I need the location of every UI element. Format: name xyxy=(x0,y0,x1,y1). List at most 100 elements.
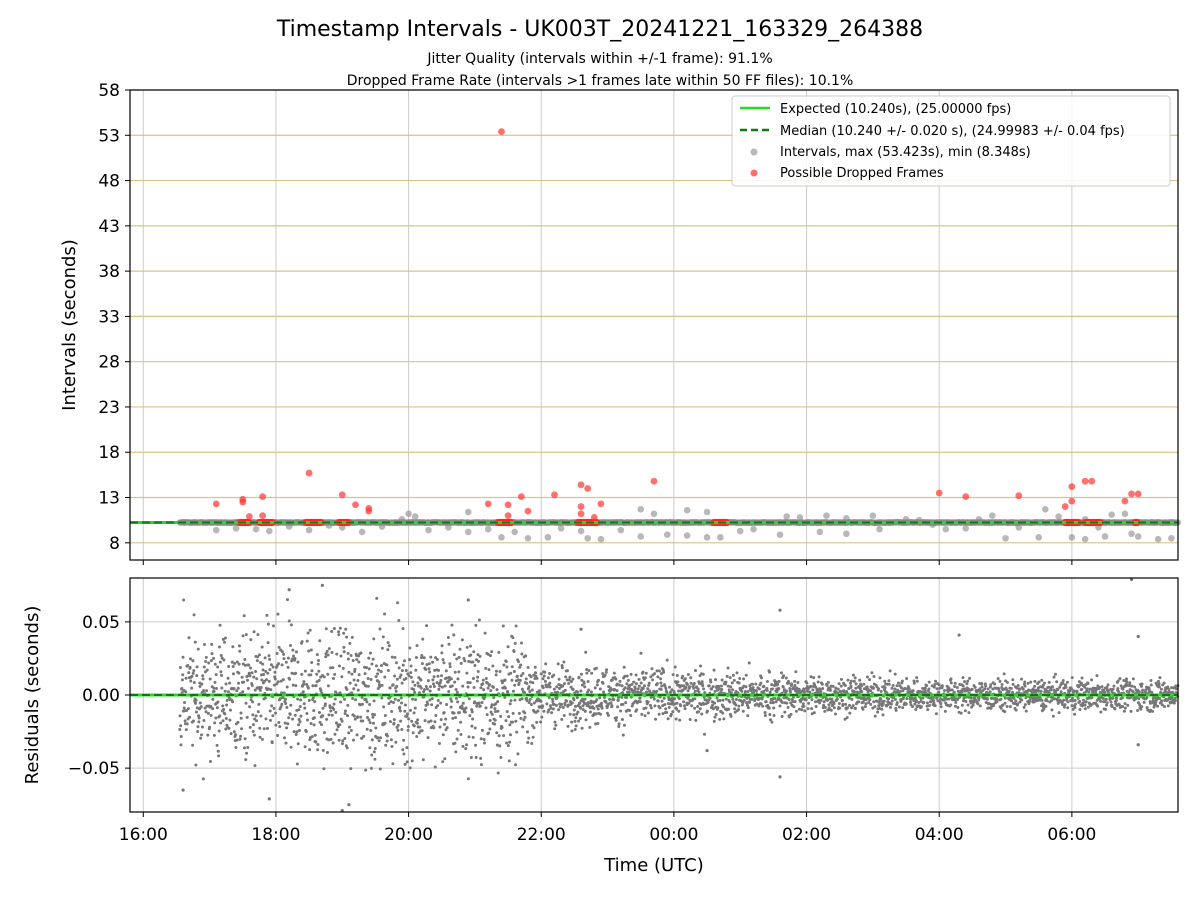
residual-point xyxy=(243,746,247,750)
residual-point xyxy=(715,684,719,688)
residual-point xyxy=(303,706,307,710)
residual-point xyxy=(263,656,267,660)
residual-point xyxy=(397,698,401,702)
residual-point xyxy=(289,623,293,627)
interval-point xyxy=(511,528,519,536)
residual-point xyxy=(409,664,413,668)
residual-point xyxy=(416,681,420,685)
residual-point xyxy=(740,689,744,693)
interval-point xyxy=(285,523,293,530)
intervals-y-tick-label: 8 xyxy=(109,534,120,554)
residual-point xyxy=(455,690,459,694)
residual-point xyxy=(192,669,196,673)
residual-point xyxy=(858,678,862,682)
residual-point xyxy=(1111,687,1115,691)
residual-point xyxy=(960,690,964,694)
residual-point xyxy=(479,756,483,760)
residual-point xyxy=(472,685,476,689)
residual-point xyxy=(444,669,448,673)
residual-point xyxy=(401,663,405,667)
residual-point xyxy=(665,658,669,662)
residual-point xyxy=(526,665,530,669)
residual-point xyxy=(675,701,679,705)
residual-point xyxy=(345,714,349,718)
residual-point xyxy=(660,684,664,688)
residual-point xyxy=(1131,690,1135,694)
residual-point xyxy=(260,645,264,649)
residual-point xyxy=(962,696,966,700)
residual-point xyxy=(1083,685,1087,689)
residual-point xyxy=(217,729,221,733)
dropped-frame-point xyxy=(577,481,585,489)
residual-point xyxy=(393,674,397,678)
residual-point xyxy=(414,668,418,672)
residual-point xyxy=(556,662,560,666)
residual-point xyxy=(379,670,383,674)
residual-point xyxy=(832,706,836,710)
residual-point xyxy=(496,709,500,713)
intervals-y-tick-label: 18 xyxy=(98,443,120,463)
residual-point xyxy=(620,695,624,699)
residual-point xyxy=(949,681,953,685)
residual-point xyxy=(514,763,518,767)
residual-point xyxy=(866,690,870,694)
residual-point xyxy=(549,706,553,710)
residual-point xyxy=(560,702,564,706)
residual-point xyxy=(551,700,555,704)
residual-point xyxy=(369,728,373,732)
residual-point xyxy=(288,677,292,681)
residual-point xyxy=(470,708,474,712)
residual-point xyxy=(596,721,600,725)
residual-point xyxy=(240,727,244,731)
residual-point xyxy=(539,720,543,724)
residual-point xyxy=(557,708,561,712)
residual-point xyxy=(964,700,968,704)
residual-point xyxy=(775,690,779,694)
residual-point xyxy=(578,716,582,720)
residual-point xyxy=(639,681,643,685)
residual-point xyxy=(580,672,584,676)
residual-point xyxy=(191,659,195,663)
residual-point xyxy=(1098,690,1102,694)
residual-point xyxy=(714,712,718,716)
residual-point xyxy=(650,667,654,671)
dropped-frame-point xyxy=(590,514,598,521)
residual-point xyxy=(302,682,306,686)
time-x-tick-label: 22:00 xyxy=(517,825,566,845)
residual-point xyxy=(840,699,844,703)
residual-point xyxy=(470,710,474,714)
residual-point xyxy=(234,733,238,737)
residual-point xyxy=(313,733,317,737)
residual-point xyxy=(898,690,902,694)
residual-point xyxy=(488,727,492,731)
residual-point xyxy=(1149,678,1153,682)
residual-point xyxy=(342,650,346,654)
residual-point xyxy=(212,733,216,737)
residual-point xyxy=(275,682,279,686)
residual-point xyxy=(495,731,499,735)
residual-point xyxy=(403,762,407,766)
residual-point xyxy=(792,705,796,709)
residual-point xyxy=(398,705,402,709)
residual-point xyxy=(377,668,381,672)
residual-point xyxy=(741,709,745,713)
residual-point xyxy=(1023,684,1027,688)
residual-point xyxy=(258,726,262,730)
residual-point xyxy=(589,690,593,694)
residual-point xyxy=(326,653,330,657)
residual-point xyxy=(506,744,510,748)
residual-point xyxy=(452,711,456,715)
residual-point xyxy=(621,691,625,695)
residual-point xyxy=(706,700,710,704)
residual-point xyxy=(403,709,407,713)
residual-point xyxy=(379,736,383,740)
residual-point xyxy=(890,686,894,690)
residual-point xyxy=(529,675,533,679)
intervals-y-axis-label: Intervals (seconds) xyxy=(59,239,80,411)
residual-point xyxy=(255,677,259,681)
residual-point xyxy=(654,717,658,721)
residual-point xyxy=(535,676,539,680)
residual-point xyxy=(953,681,957,685)
residual-point xyxy=(696,687,700,691)
dropped-frame-point xyxy=(338,491,346,499)
